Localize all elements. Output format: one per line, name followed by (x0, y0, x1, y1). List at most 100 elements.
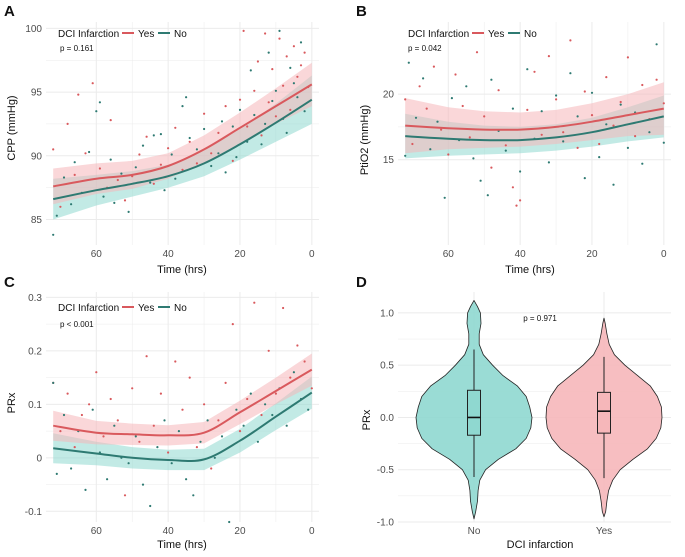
data-point-yes (123, 494, 127, 497)
data-point-no (662, 141, 665, 144)
data-point-yes (238, 430, 242, 433)
data-point-no (141, 144, 145, 147)
data-point-yes (159, 163, 162, 166)
data-point-yes (282, 84, 285, 87)
data-point-yes (203, 112, 206, 115)
data-point-no (52, 233, 55, 236)
data-point-no (583, 177, 586, 180)
data-point-no (55, 214, 58, 217)
x-tick-label: 40 (163, 526, 175, 537)
y-tick-label: 0.0 (380, 413, 394, 424)
data-point-yes (102, 435, 105, 438)
y-tick-label: 85 (31, 215, 43, 226)
y-axis-label-c: PRx (6, 392, 18, 413)
data-point-yes (447, 153, 450, 156)
data-point-yes (66, 122, 69, 125)
x-tick-label: 40 (515, 249, 527, 260)
data-point-yes (91, 82, 94, 85)
data-point-no (404, 154, 407, 157)
data-point-no (73, 161, 76, 164)
data-point-no (465, 85, 468, 88)
data-point-yes (256, 60, 259, 63)
data-point-no (569, 72, 572, 75)
data-point-yes (511, 186, 514, 189)
x-tick-label: 60 (443, 249, 455, 260)
data-point-no (292, 371, 295, 374)
data-point-no (264, 403, 267, 406)
data-point-no (540, 110, 543, 113)
data-point-yes (231, 159, 234, 162)
data-point-yes (203, 403, 206, 406)
data-point-yes (519, 199, 522, 202)
data-point-no (206, 419, 209, 422)
data-point-no (472, 157, 475, 160)
data-point-yes (84, 152, 87, 155)
data-point-no (199, 440, 202, 443)
panel-d-violin-chart: -1.0 -0.5 0.0 0.5 1.0 No Yes p = 0.971 DCI inf… (361, 292, 671, 551)
data-point-no (289, 66, 292, 69)
data-point-no (203, 127, 206, 131)
data-point-yes (246, 125, 249, 128)
data-point-yes (73, 173, 76, 176)
data-point-no (598, 156, 601, 159)
data-point-no (52, 381, 55, 384)
data-point-no (260, 143, 263, 146)
data-point-no (95, 110, 98, 113)
data-point-yes (77, 93, 80, 96)
data-point-no (62, 413, 66, 417)
data-point-yes (533, 70, 536, 73)
legend-b: DCI Infarction Yes No (408, 29, 537, 40)
data-point-yes (95, 371, 98, 374)
data-point-yes (655, 78, 658, 81)
x-tick-label: 20 (234, 249, 246, 260)
data-point-no (181, 105, 184, 108)
data-point-yes (497, 89, 500, 92)
panel-label-a: A (4, 3, 15, 20)
data-point-yes (188, 376, 191, 379)
legend-label-no: No (174, 29, 187, 40)
data-point-yes (174, 360, 177, 363)
data-point-yes (210, 152, 213, 155)
data-point-yes (289, 376, 292, 379)
data-point-no (292, 82, 295, 85)
data-point-no (619, 103, 622, 106)
data-point-no (113, 201, 116, 204)
data-point-yes (626, 56, 630, 59)
data-point-no (307, 408, 310, 411)
data-point-yes (88, 403, 91, 406)
legend-a: DCI Infarction Yes No (58, 29, 187, 40)
x-tick-label: 40 (163, 249, 175, 260)
data-point-yes (583, 90, 586, 93)
data-point-yes (260, 134, 263, 137)
data-point-no (70, 467, 73, 470)
data-point-no (547, 161, 551, 164)
x-axis-label-b: Time (hrs) (505, 264, 555, 276)
x-tick-label: No (468, 526, 481, 537)
smooth-line-no (52, 98, 313, 201)
data-point-yes (195, 162, 198, 165)
x-axis-label-d: DCI infarction (507, 539, 574, 551)
panel-label-d: D (356, 274, 367, 291)
data-point-yes (271, 68, 274, 71)
y-tick-label: -1.0 (377, 518, 395, 529)
data-point-yes (425, 107, 428, 110)
data-point-no (62, 176, 66, 179)
data-point-no (271, 99, 274, 103)
legend-label-yes: Yes (138, 29, 154, 40)
data-point-no (109, 158, 112, 161)
data-point-yes (59, 205, 62, 208)
data-point-yes (217, 419, 220, 422)
data-point-no (285, 424, 288, 427)
data-point-yes (59, 430, 62, 433)
y-tick-label: 100 (25, 24, 42, 35)
data-point-no (170, 462, 173, 465)
data-point-yes (109, 397, 112, 401)
data-point-yes (292, 45, 295, 48)
data-point-yes (605, 76, 608, 79)
data-point-no (274, 89, 277, 92)
data-point-yes (440, 128, 443, 131)
data-point-no (429, 148, 432, 151)
data-point-no (220, 435, 224, 438)
data-point-yes (461, 104, 464, 108)
data-point-yes (145, 355, 148, 358)
